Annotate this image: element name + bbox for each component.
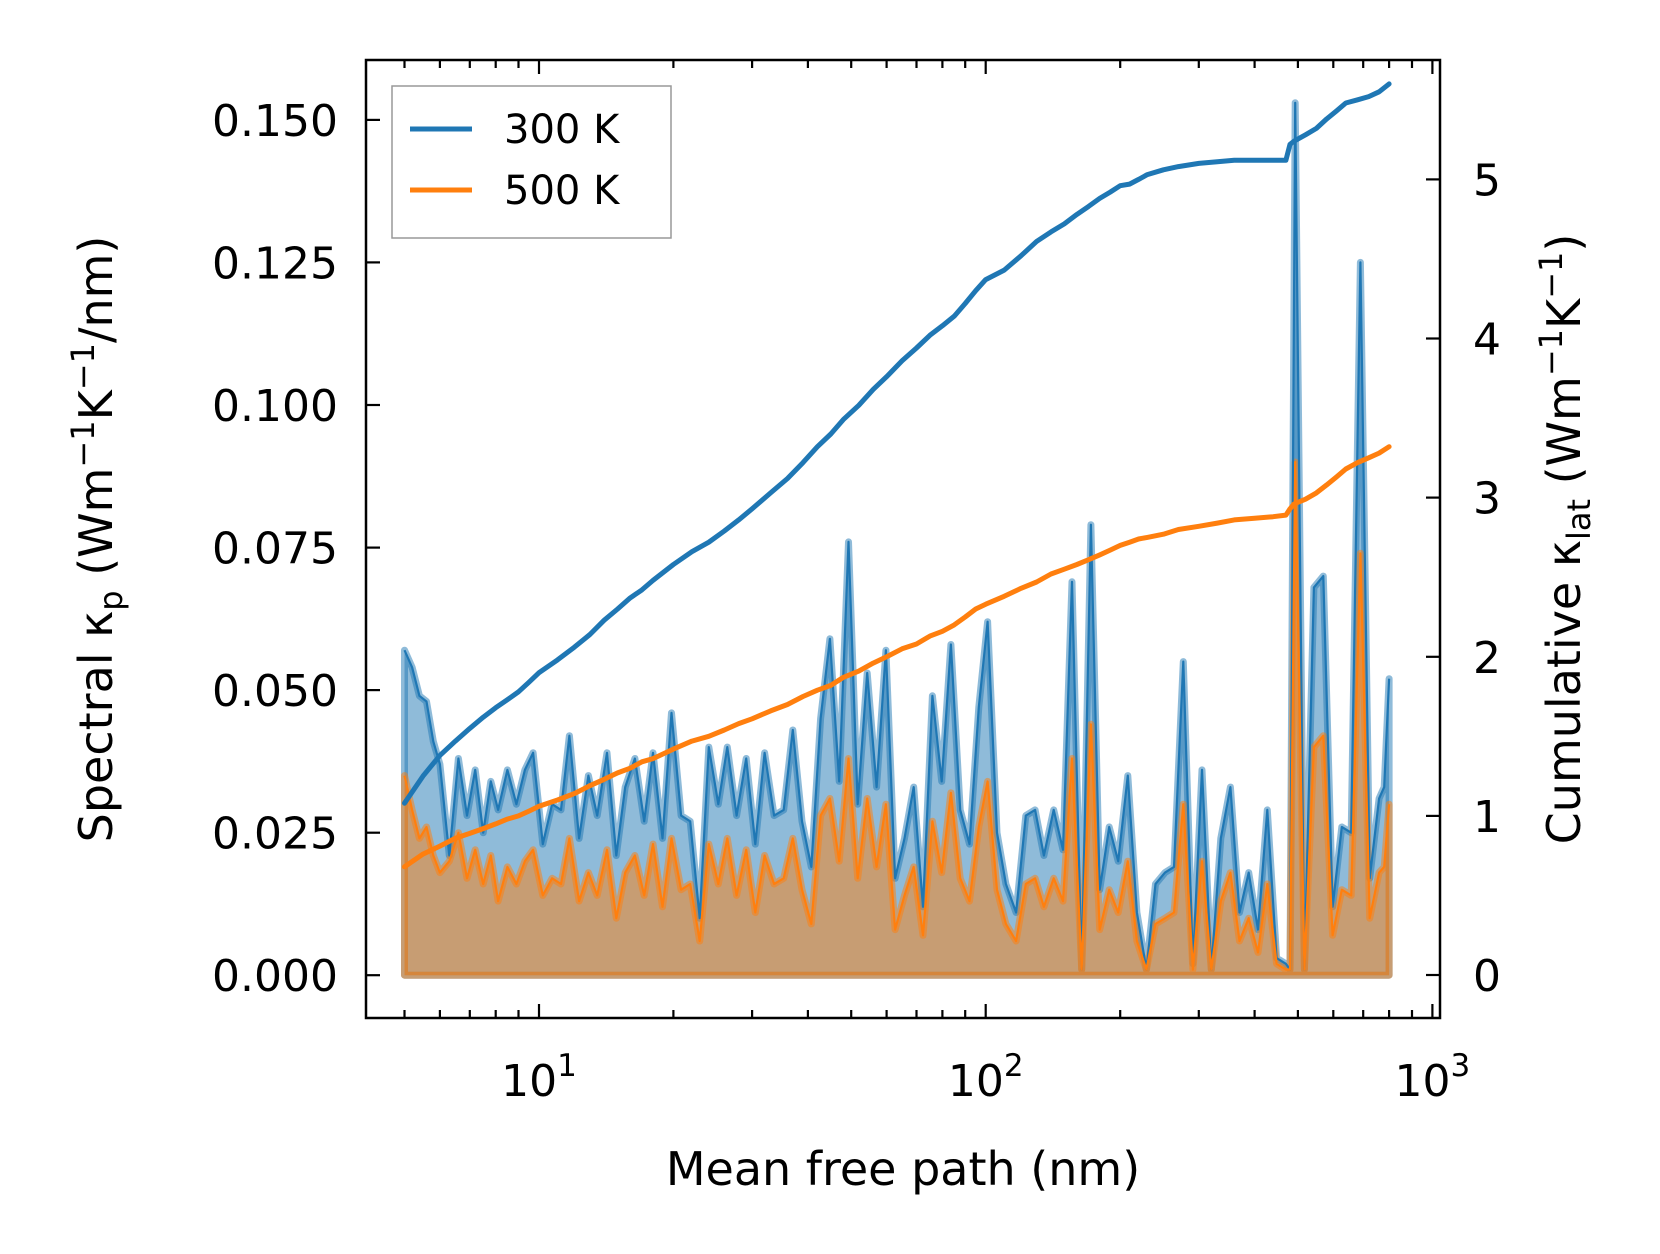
y-left-tick-label: 0.125 (212, 238, 338, 289)
spectral-line-300k (403, 101, 1391, 971)
spectral-lines (403, 101, 1391, 971)
x-tick-label: 101 (501, 1048, 577, 1107)
y-right-tick-label: 0 (1473, 951, 1501, 1002)
x-tick-labels: 101 102 103 (501, 1048, 1470, 1107)
y-left-tick-label: 0.075 (212, 524, 338, 575)
y-left-tick-label: 0.025 (212, 809, 338, 860)
legend-label-300k: 300 K (504, 107, 621, 153)
y-left-tick-labels: 0.000 0.025 0.050 0.075 0.100 0.125 0.150 (212, 96, 338, 1002)
spectral-line-500k (403, 460, 1391, 971)
y-right-tick-label: 3 (1473, 474, 1501, 525)
y-right-tick-label: 4 (1473, 315, 1501, 366)
x-tick-label: 102 (948, 1048, 1024, 1107)
legend-label-500k: 500 K (504, 168, 621, 214)
cumulative-line-500k (402, 444, 1392, 870)
y-right-tick-label: 2 (1473, 633, 1501, 684)
y-right-axis-title: Cumulative κlat (Wm−1K−1) (1532, 234, 1598, 845)
y-right-tick-label: 5 (1473, 155, 1501, 206)
y-left-tick-label: 0.050 (212, 666, 338, 717)
axes-frame (364, 58, 1442, 1020)
x-tick-label: 103 (1395, 1048, 1471, 1107)
legend: 300 K 500 K (391, 85, 672, 239)
legend-box (391, 85, 672, 239)
y-right-tick-label: 1 (1473, 792, 1501, 843)
plot-area (401, 81, 1393, 979)
x-axis-title: Mean free path (nm) (666, 1142, 1140, 1196)
cumulative-line-300k (402, 81, 1392, 806)
y-left-tick-label: 0.000 (212, 951, 338, 1002)
axis-ticks (366, 60, 1440, 1018)
y-left-axis-title: Spectral κp (Wm−1K−1/nm) (64, 236, 130, 843)
cumulative-lines (402, 81, 1392, 870)
y-left-tick-label: 0.150 (212, 96, 338, 147)
y-right-tick-labels: 0 1 2 3 4 5 (1473, 155, 1501, 1002)
y-left-tick-label: 0.100 (212, 381, 338, 432)
